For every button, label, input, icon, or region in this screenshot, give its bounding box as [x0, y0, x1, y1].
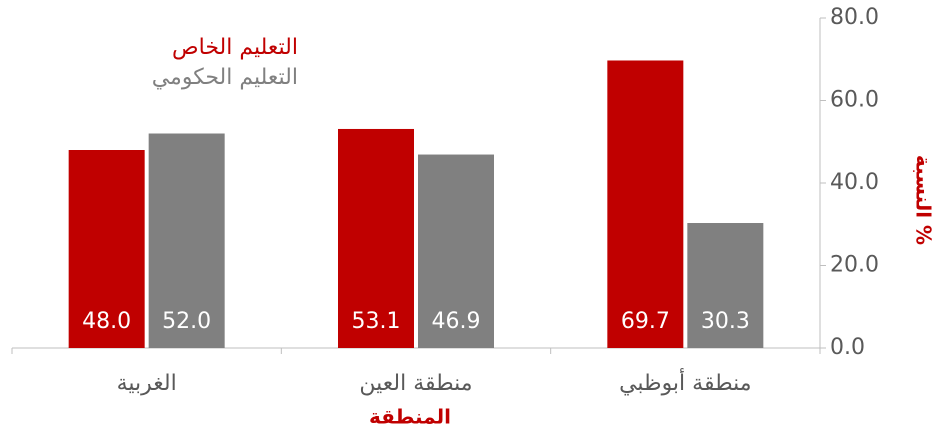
- y-tick-label: 40.0: [830, 170, 879, 195]
- bar: [338, 128, 414, 348]
- data-label: 53.1: [352, 309, 401, 334]
- x-axis-label: المنطقة: [369, 405, 451, 429]
- bar: [148, 133, 225, 348]
- y-tick-label: 60.0: [830, 88, 879, 113]
- y-tick-label: 20.0: [830, 253, 879, 278]
- x-tick-label: الغربية: [117, 371, 177, 396]
- legend-entry: التعليم الخاص: [172, 35, 298, 60]
- data-label: 46.9: [432, 309, 481, 334]
- bar: [607, 60, 684, 349]
- x-tick-label: منطقة العين: [359, 371, 472, 396]
- bar: [68, 150, 145, 348]
- data-label: 48.0: [82, 309, 131, 334]
- x-tick-label: منطقة أبوظبي: [619, 368, 751, 396]
- bar: [687, 223, 764, 348]
- legend-entry: التعليم الحكومي: [152, 65, 298, 90]
- y-tick-label: 0.0: [830, 335, 865, 360]
- data-label: 69.7: [621, 309, 670, 334]
- y-tick-label: 80.0: [830, 5, 879, 30]
- y-axis-label: النسبة %: [912, 155, 936, 245]
- data-label: 30.3: [701, 309, 750, 334]
- bar: [418, 154, 494, 348]
- data-label: 52.0: [162, 309, 211, 334]
